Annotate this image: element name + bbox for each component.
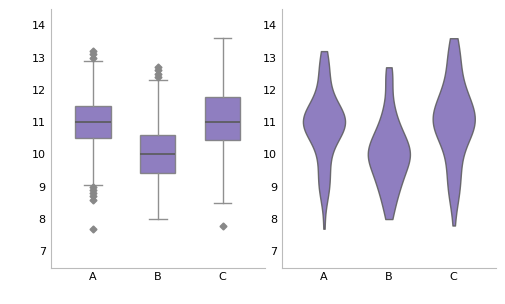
PathPatch shape	[75, 106, 111, 138]
PathPatch shape	[204, 97, 240, 140]
PathPatch shape	[139, 136, 175, 174]
